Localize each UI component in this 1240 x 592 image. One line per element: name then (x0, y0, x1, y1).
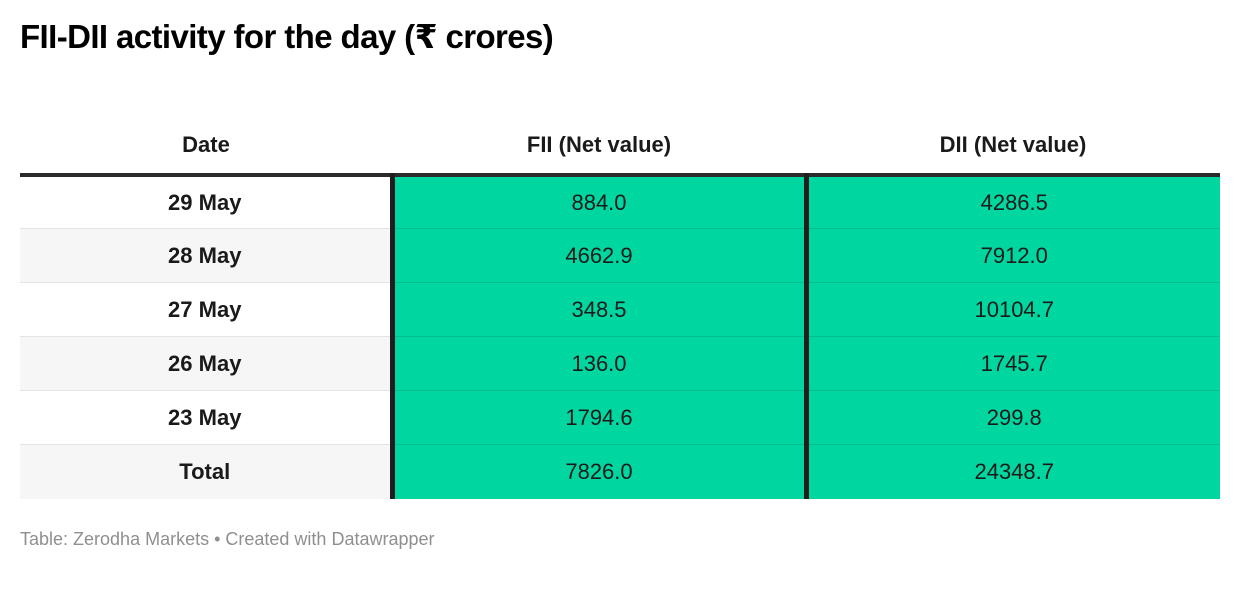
date-cell: 26 May (20, 336, 392, 391)
dii-total-cell: 24348.7 (803, 444, 1220, 499)
fii-value-cell: 4662.9 (389, 228, 806, 283)
date-cell: 29 May (20, 174, 392, 229)
column-header-dii: DII (Net value) (806, 116, 1220, 177)
fii-total-cell: 7826.0 (389, 444, 806, 499)
dii-value-cell: 299.8 (803, 390, 1220, 445)
date-cell: 23 May (20, 390, 392, 445)
dii-value-cell: 7912.0 (803, 228, 1220, 283)
fii-dii-table: Date FII (Net value) DII (Net value) 29 … (20, 116, 1220, 499)
column-header-fii: FII (Net value) (392, 116, 806, 177)
attribution-footer: Table: Zerodha Markets • Created with Da… (20, 528, 435, 549)
total-label-cell: Total (20, 444, 392, 499)
page: FII-DII activity for the day (₹ crores) … (0, 16, 1240, 592)
date-cell: 27 May (20, 282, 392, 337)
table-body: 29 May 884.0 4286.5 28 May 4662.9 7912.0… (20, 174, 1220, 499)
fii-value-cell: 136.0 (389, 336, 806, 391)
header-row: Date FII (Net value) DII (Net value) (20, 116, 1220, 177)
page-title: FII-DII activity for the day (₹ crores) (20, 18, 554, 55)
column-header-date: Date (20, 116, 392, 177)
table-header: Date FII (Net value) DII (Net value) (20, 116, 1220, 177)
table-row: 23 May 1794.6 299.8 (20, 390, 1220, 445)
table-row: 28 May 4662.9 7912.0 (20, 228, 1220, 283)
dii-value-cell: 1745.7 (803, 336, 1220, 391)
table-row: 27 May 348.5 10104.7 (20, 282, 1220, 337)
dii-value-cell: 10104.7 (803, 282, 1220, 337)
dii-value-cell: 4286.5 (803, 174, 1220, 229)
date-cell: 28 May (20, 228, 392, 283)
fii-value-cell: 1794.6 (389, 390, 806, 445)
fii-value-cell: 884.0 (389, 174, 806, 229)
table-row: 26 May 136.0 1745.7 (20, 336, 1220, 391)
fii-value-cell: 348.5 (389, 282, 806, 337)
table-row-total: Total 7826.0 24348.7 (20, 444, 1220, 499)
table-row: 29 May 884.0 4286.5 (20, 174, 1220, 229)
